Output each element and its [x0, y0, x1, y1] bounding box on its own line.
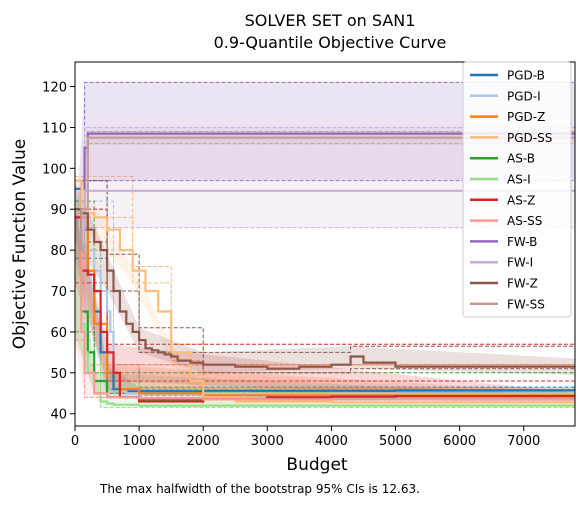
- y-tick-label: 50: [50, 367, 67, 382]
- chart-title-line1: SOLVER SET on SAN1: [245, 11, 416, 30]
- legend-frame: [462, 61, 572, 318]
- ci-upper-fw-b: [75, 81, 575, 243]
- legend-label-as-z: AS-Z: [507, 193, 535, 207]
- ci-band-as-b: [75, 201, 575, 404]
- x-tick-label: 5000: [379, 434, 412, 449]
- y-tick-label: 40: [50, 408, 67, 423]
- footnote: The max halfwidth of the bootstrap 95% C…: [99, 482, 420, 496]
- series-line-as-i: [75, 249, 575, 407]
- series-line-fw-ss: [75, 136, 575, 252]
- legend-label-pgd-i: PGD-I: [507, 89, 541, 103]
- ci-lower-as-z: [75, 282, 575, 401]
- y-tick-label: 70: [50, 285, 67, 300]
- legend-label-pgd-z: PGD-Z: [507, 110, 545, 124]
- x-tick-label: 6000: [443, 434, 476, 449]
- legend-label-fw-ss: FW-SS: [507, 297, 545, 311]
- y-axis-ticks: 40 50 60 70 80 90 100 110 120: [42, 81, 75, 423]
- x-tick-label: 2000: [187, 434, 220, 449]
- series-line-as-ss: [75, 249, 575, 401]
- legend-label-pgd-b: PGD-B: [507, 69, 545, 83]
- y-tick-label: 100: [42, 162, 67, 177]
- series-line-pgd-ss: [75, 179, 575, 404]
- legend-label-pgd-ss: PGD-SS: [507, 131, 552, 145]
- y-tick-label: 110: [42, 121, 67, 136]
- legend-label-as-i: AS-I: [507, 173, 531, 187]
- ci-lower-fw-i: [75, 227, 575, 251]
- x-tick-label: 4000: [315, 434, 348, 449]
- series-lines: [75, 132, 575, 407]
- x-tick-label: 7000: [507, 434, 540, 449]
- y-axis-label: Objective Function Value: [10, 139, 30, 349]
- ci-band-fw-i: [75, 127, 575, 251]
- ci-band-as-z: [75, 209, 575, 401]
- plot-frame: [74, 61, 576, 427]
- x-tick-label: 1000: [123, 434, 156, 449]
- y-tick-label: 120: [42, 81, 67, 96]
- chart-title-line2: 0.9-Quantile Objective Curve: [214, 33, 447, 52]
- legend-label-fw-i: FW-I: [507, 256, 533, 270]
- x-axis-ticks: 0 1000 2000 3000 4000 5000 6000 7000: [71, 426, 540, 449]
- legend-label-fw-b: FW-B: [507, 235, 537, 249]
- ci-band-pgd-i: [75, 201, 575, 400]
- legend: PGD-B PGD-I PGD-Z PGD-SS AS-B AS-I AS-Z AS-SS FW…: [462, 61, 572, 318]
- y-tick-label: 80: [50, 244, 67, 259]
- x-tick-label: 0: [71, 434, 79, 449]
- ci-band-pgd-z: [75, 209, 575, 399]
- legend-label-as-ss: AS-SS: [507, 214, 542, 228]
- legend-label-as-b: AS-B: [507, 152, 535, 166]
- legend-label-fw-z: FW-Z: [507, 277, 538, 291]
- x-tick-label: 3000: [251, 434, 284, 449]
- ci-band-as-ss: [75, 242, 575, 403]
- x-axis-label: Budget: [286, 455, 347, 475]
- y-tick-label: 60: [50, 326, 67, 341]
- ci-upper-as-z: [75, 208, 575, 393]
- series-line-as-z: [75, 216, 575, 403]
- ci-band-fw-b: [75, 82, 575, 251]
- ci-upper-pgd-ss: [75, 176, 575, 400]
- series-line-fw-z: [75, 208, 575, 370]
- y-tick-label: 90: [50, 203, 67, 218]
- ci-lower-as-ss: [75, 339, 575, 403]
